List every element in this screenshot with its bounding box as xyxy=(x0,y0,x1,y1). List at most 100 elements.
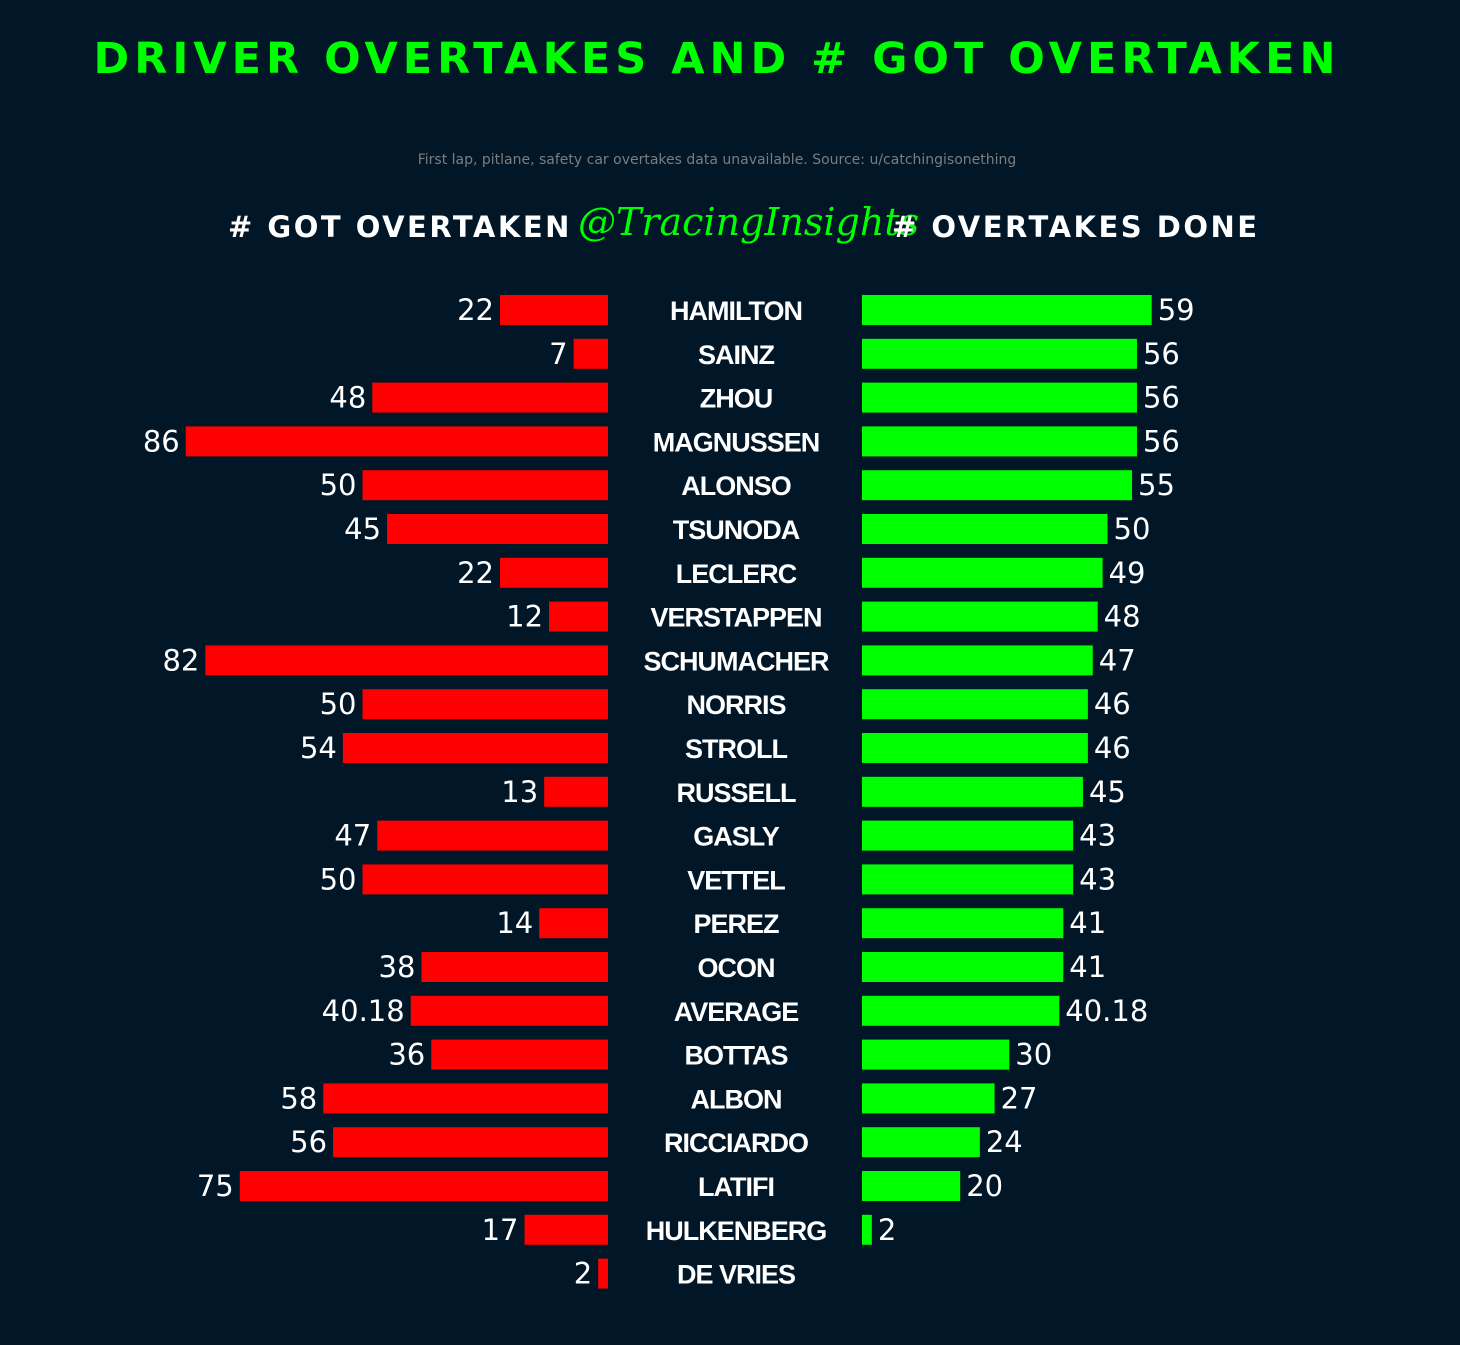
driver-label: ALBON xyxy=(691,1084,782,1114)
overtakes-done-bar xyxy=(862,689,1088,720)
got-overtaken-bar xyxy=(598,1258,608,1289)
got-overtaken-bar xyxy=(333,1127,608,1158)
overtakes-done-bar xyxy=(862,338,1137,369)
got-overtaken-value: 12 xyxy=(506,600,543,634)
got-overtaken-value: 45 xyxy=(344,512,381,546)
got-overtaken-value: 75 xyxy=(197,1169,234,1203)
overtakes-done-value: 59 xyxy=(1158,293,1195,327)
overtakes-done-bar xyxy=(862,557,1103,588)
overtakes-done-bar xyxy=(862,295,1152,325)
overtakes-done-bar xyxy=(862,820,1074,851)
got-overtaken-value: 36 xyxy=(388,1038,425,1072)
overtakes-done-bar xyxy=(862,645,1093,676)
overtakes-done-bar xyxy=(862,733,1088,763)
got-overtaken-bar xyxy=(544,776,608,807)
overtakes-done-value: 55 xyxy=(1138,468,1175,502)
driver-label: SAINZ xyxy=(698,340,775,370)
driver-label: ZHOU xyxy=(700,384,773,414)
overtakes-done-value: 43 xyxy=(1079,862,1116,896)
overtakes-done-bar xyxy=(862,601,1098,632)
overtakes-done-bar xyxy=(862,470,1133,501)
driver-label: VERSTAPPEN xyxy=(650,603,821,633)
got-overtaken-bar xyxy=(377,820,608,851)
driver-label: OCON xyxy=(698,953,775,983)
chart-title: DRIVER OVERTAKES AND # GOT OVERTAKEN xyxy=(93,34,1341,84)
got-overtaken-bar xyxy=(362,470,608,501)
driver-label: LATIFI xyxy=(698,1172,774,1202)
overtakes-done-value: 41 xyxy=(1069,906,1106,940)
driver-label: AVERAGE xyxy=(674,997,799,1027)
overtakes-done-value: 27 xyxy=(1001,1081,1038,1115)
overtakes-done-value: 40.18 xyxy=(1065,994,1148,1028)
got-overtaken-bar xyxy=(372,382,608,413)
got-overtaken-bar xyxy=(239,1171,608,1201)
overtakes-done-value: 48 xyxy=(1104,600,1141,634)
driver-label: STROLL xyxy=(685,734,787,764)
overtakes-done-value: 46 xyxy=(1094,731,1131,765)
driver-label: RICCIARDO xyxy=(664,1128,808,1158)
overtakes-done-value: 49 xyxy=(1109,556,1146,590)
driver-label: NORRIS xyxy=(686,690,785,720)
driver-label: RUSSELL xyxy=(676,778,796,808)
overtakes-done-bar xyxy=(862,382,1137,413)
driver-label: DE VRIES xyxy=(677,1260,795,1290)
got-overtaken-bar xyxy=(387,514,608,544)
got-overtaken-value: 54 xyxy=(300,731,337,765)
overtakes-done-bar xyxy=(862,1171,961,1201)
driver-label: LECLERC xyxy=(676,559,797,589)
got-overtaken-value: 50 xyxy=(320,687,357,721)
driver-label: MAGNUSSEN xyxy=(653,427,820,457)
right-series-header: # OVERTAKES DONE xyxy=(892,210,1260,244)
overtakes-done-bar xyxy=(862,1127,980,1158)
overtakes-done-value: 20 xyxy=(966,1169,1003,1203)
overtakes-done-value: 56 xyxy=(1143,337,1180,371)
overtakes-done-bar xyxy=(862,1214,872,1245)
got-overtaken-value: 40.18 xyxy=(322,994,405,1028)
overtakes-done-value: 56 xyxy=(1143,381,1180,415)
got-overtaken-bar xyxy=(342,733,608,763)
got-overtaken-bar xyxy=(205,645,608,676)
got-overtaken-value: 47 xyxy=(334,819,371,853)
driver-label: VETTEL xyxy=(687,865,785,895)
watermark-logo: @TracingInsights xyxy=(578,200,920,244)
overtakes-done-bar xyxy=(862,952,1064,982)
got-overtaken-value: 58 xyxy=(280,1081,317,1115)
driver-label: SCHUMACHER xyxy=(644,646,830,676)
overtakes-done-value: 30 xyxy=(1015,1038,1052,1072)
overtakes-done-value: 43 xyxy=(1079,819,1116,853)
overtakes-done-value: 56 xyxy=(1143,424,1180,458)
got-overtaken-bar xyxy=(539,908,608,939)
got-overtaken-value: 82 xyxy=(162,643,199,677)
driver-label: GASLY xyxy=(693,822,780,852)
got-overtaken-value: 48 xyxy=(329,381,366,415)
overtakes-done-value: 50 xyxy=(1114,512,1151,546)
got-overtaken-value: 14 xyxy=(496,906,533,940)
got-overtaken-bar xyxy=(421,952,608,982)
driver-label: PEREZ xyxy=(693,909,779,939)
left-series-header: # GOT OVERTAKEN xyxy=(228,210,572,244)
got-overtaken-bar xyxy=(362,864,608,895)
got-overtaken-value: 86 xyxy=(143,424,180,458)
driver-label: HULKENBERG xyxy=(646,1216,827,1246)
overtakes-done-bar xyxy=(862,1083,995,1114)
got-overtaken-bar xyxy=(499,557,608,588)
overtakes-done-bar xyxy=(862,776,1083,807)
driver-label: BOTTAS xyxy=(685,1041,788,1071)
overtakes-done-value: 45 xyxy=(1089,775,1126,809)
overtakes-done-value: 47 xyxy=(1099,643,1136,677)
got-overtaken-bar xyxy=(499,295,608,325)
got-overtaken-bar xyxy=(410,995,608,1026)
overtakes-done-bar xyxy=(862,426,1137,457)
got-overtaken-value: 50 xyxy=(320,862,357,896)
got-overtaken-bar xyxy=(323,1083,608,1114)
got-overtaken-bar xyxy=(185,426,609,457)
got-overtaken-value: 22 xyxy=(457,556,494,590)
overtakes-done-value: 41 xyxy=(1069,950,1106,984)
got-overtaken-bar xyxy=(573,338,608,369)
got-overtaken-bar xyxy=(524,1214,608,1245)
overtakes-done-value: 2 xyxy=(878,1213,896,1247)
got-overtaken-value: 2 xyxy=(574,1257,592,1291)
overtakes-done-bar xyxy=(862,995,1060,1026)
